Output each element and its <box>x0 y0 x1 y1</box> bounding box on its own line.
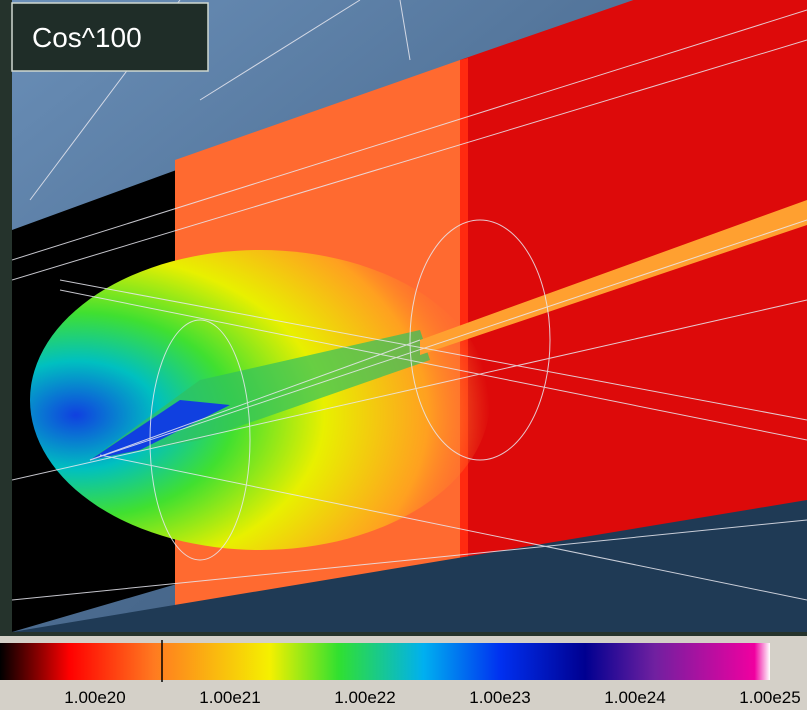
colorbar-tick-label: 1.00e24 <box>604 688 665 707</box>
colorbar <box>0 643 770 680</box>
scene <box>12 0 807 632</box>
tick-labels: 1.00e20 1.00e21 1.00e22 1.00e23 1.00e24 1.00e… <box>64 688 800 707</box>
overlay-label: Cos^100 <box>32 22 142 53</box>
colorbar-tick-label: 1.00e20 <box>64 688 125 707</box>
colorbar-tick-label: 1.00e25 <box>739 688 800 707</box>
colorbar-tick-label: 1.00e21 <box>199 688 260 707</box>
colorbar-tick-label: 1.00e23 <box>469 688 530 707</box>
viewer: Cos^100 1.00e201.00e211.00e221.00e231.00… <box>0 0 807 710</box>
page: Cos^100 1.00e201.00e211.00e221.00e231.00… <box>0 0 807 710</box>
colorbar-tick-label: 1.00e22 <box>334 688 395 707</box>
